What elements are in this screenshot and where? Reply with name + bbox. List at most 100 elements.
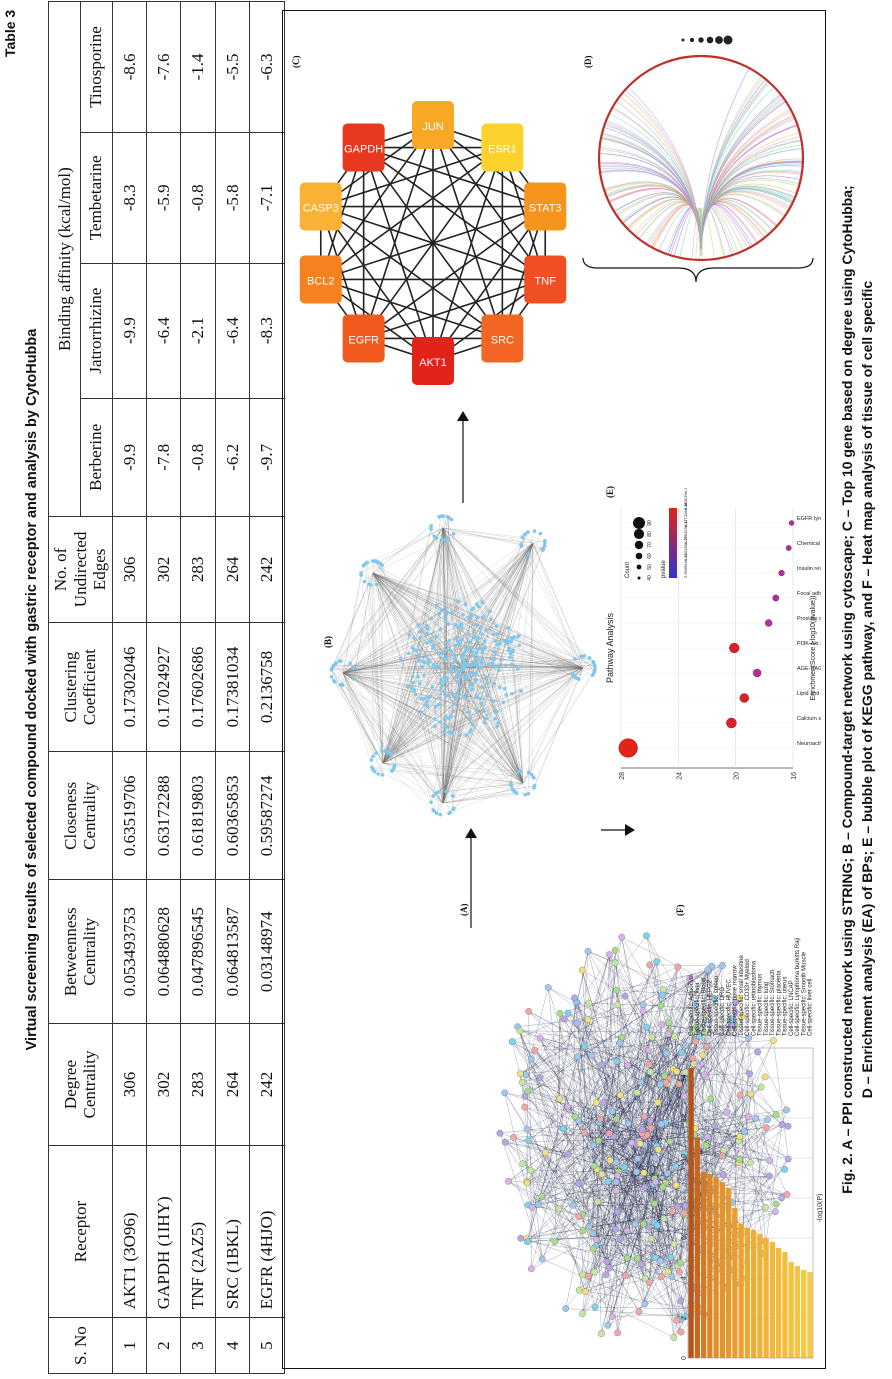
ct-edge bbox=[498, 542, 534, 668]
tissue-bar-label: Cell-specific: liver cell bbox=[808, 979, 814, 1036]
ct-edge bbox=[442, 527, 510, 648]
ct-edge bbox=[467, 648, 524, 784]
panel-label-f: (F) bbox=[675, 904, 685, 917]
ppi-node bbox=[783, 1106, 790, 1114]
ppi-node bbox=[663, 1170, 671, 1177]
bubble-tick: 24 bbox=[676, 772, 683, 780]
ppi-node bbox=[592, 1236, 600, 1244]
bubble-point bbox=[778, 569, 785, 577]
ct-node bbox=[484, 628, 489, 632]
ppi-node bbox=[614, 1329, 621, 1337]
hub-gene-box bbox=[342, 314, 385, 363]
ct-edge bbox=[340, 527, 444, 685]
ct-node bbox=[438, 812, 442, 817]
ppi-edge bbox=[601, 954, 610, 1175]
ct-node bbox=[480, 685, 484, 689]
ct-node bbox=[455, 636, 459, 640]
ct-node bbox=[447, 730, 451, 734]
ct-node bbox=[480, 646, 484, 651]
bubble-term-label: Lipid and atherosclerosis bbox=[797, 691, 821, 697]
tissue-bar bbox=[719, 1182, 725, 1358]
ppi-node bbox=[600, 1098, 608, 1106]
hub-gene-gapdh: GAPDH bbox=[342, 123, 385, 172]
ppi-node bbox=[772, 1208, 779, 1216]
ct-node bbox=[479, 702, 484, 706]
ct-node bbox=[455, 679, 460, 684]
ct-edge bbox=[382, 662, 594, 764]
ppi-edge bbox=[693, 1063, 770, 1161]
ppi-edge bbox=[666, 1052, 762, 1088]
ct-edge bbox=[372, 572, 476, 674]
ct-edge bbox=[442, 527, 454, 712]
ppi-node bbox=[631, 1220, 639, 1228]
ct-edge bbox=[421, 698, 524, 784]
ppi-node bbox=[623, 1254, 631, 1262]
ppi-edge bbox=[601, 1031, 670, 1175]
bar-tick: 0 bbox=[681, 1356, 688, 1360]
ppi-node bbox=[596, 1115, 604, 1123]
ppi-node bbox=[770, 1037, 777, 1044]
ct-node bbox=[476, 647, 480, 651]
ct-edge bbox=[342, 672, 386, 752]
chord-link bbox=[700, 114, 794, 257]
ppi-edge bbox=[665, 1122, 785, 1170]
ct-node bbox=[370, 559, 375, 563]
ppi-node bbox=[598, 1170, 606, 1178]
ct-edge bbox=[442, 732, 450, 804]
ct-node bbox=[432, 809, 436, 813]
ct-node bbox=[380, 563, 384, 567]
cell-tembetarine: -5.8 bbox=[215, 132, 250, 264]
ppi-node bbox=[612, 1226, 620, 1233]
ppi-edge bbox=[704, 969, 708, 1033]
ppi-node bbox=[604, 1178, 612, 1185]
cell-tembetarine: -0.8 bbox=[180, 132, 216, 264]
ct-node bbox=[496, 665, 501, 669]
ppi-edge bbox=[636, 961, 657, 1172]
ppi-edge bbox=[499, 1133, 543, 1260]
ct-node bbox=[491, 632, 495, 637]
cell-sno: 2 bbox=[146, 1317, 181, 1374]
ppi-node bbox=[666, 1138, 674, 1145]
cell-receptor: AKT1 (3O96) bbox=[112, 1145, 147, 1318]
ct-edge bbox=[480, 542, 534, 699]
cell-closeness: 0.59587274 bbox=[249, 751, 285, 880]
ct-node bbox=[443, 537, 448, 542]
ppi-edge bbox=[591, 1055, 700, 1250]
ct-node bbox=[574, 676, 579, 681]
ppi-edge bbox=[601, 1031, 670, 1065]
table-title: Virtual screening results of selected co… bbox=[24, 328, 40, 1051]
ppi-edge bbox=[573, 1174, 603, 1206]
ppi-node bbox=[692, 1038, 700, 1045]
ct-node bbox=[472, 635, 476, 640]
pvalue-legend-value: 1.943138e-17 bbox=[683, 536, 688, 561]
ppi-edge bbox=[512, 1041, 618, 1176]
header-sno: S. No bbox=[48, 1317, 113, 1374]
ppi-node bbox=[505, 1177, 512, 1185]
ppi-edge bbox=[598, 1052, 682, 1141]
ct-node bbox=[493, 716, 497, 721]
ct-node bbox=[449, 669, 453, 674]
ppi-node bbox=[581, 1288, 589, 1296]
ppi-node bbox=[571, 1113, 579, 1121]
cell-degree: 302 bbox=[146, 1023, 181, 1146]
ppi-edge bbox=[521, 1056, 578, 1083]
ct-node bbox=[511, 787, 515, 792]
ct-edge bbox=[382, 726, 498, 764]
ct-node bbox=[456, 642, 461, 647]
header-edges: No. of Undirected Edges bbox=[48, 516, 113, 623]
hub-gene-network: AKT1 EGFR BCL2 CASP3 GAPDH JUN ESR1 STAT3 TNF SRC bbox=[299, 101, 567, 385]
ct-edge bbox=[476, 542, 534, 680]
ct-edge bbox=[532, 540, 545, 544]
ct-edge bbox=[394, 527, 444, 766]
ppi-edge bbox=[674, 1036, 689, 1168]
ppi-edge bbox=[521, 1082, 636, 1225]
ppi-edge bbox=[578, 1052, 682, 1121]
ppi-node bbox=[736, 994, 743, 1002]
ppi-edge bbox=[504, 1092, 543, 1260]
ct-node bbox=[389, 752, 393, 756]
ct-node bbox=[434, 603, 439, 608]
ppi-node bbox=[516, 1070, 524, 1078]
ct-node bbox=[449, 517, 454, 522]
ct-edge bbox=[477, 663, 524, 784]
ppi-edge bbox=[651, 1037, 662, 1125]
